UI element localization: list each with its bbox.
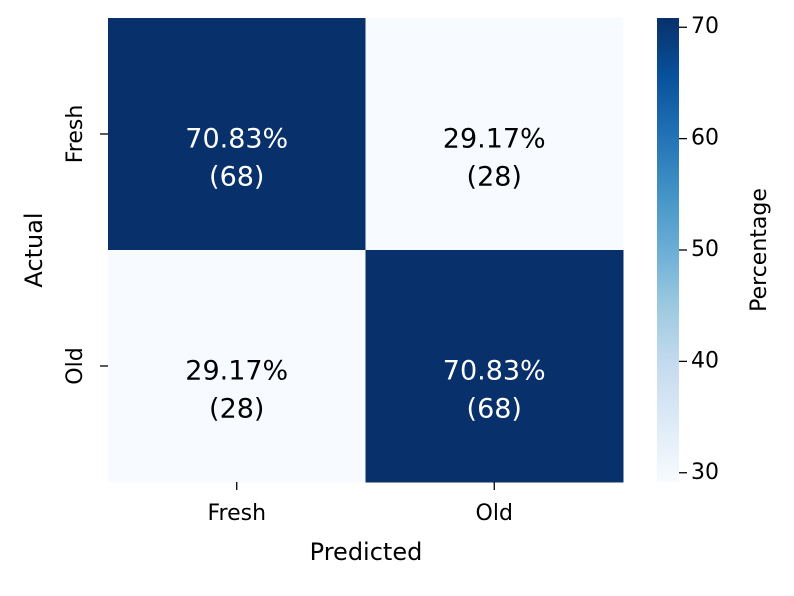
- cell-label: 29.17%: [443, 124, 546, 155]
- cell: [108, 18, 366, 251]
- x-axis-label: Predicted: [310, 538, 423, 566]
- colorbar-tick-label: 50: [691, 237, 719, 262]
- cell-count: (28): [467, 162, 522, 193]
- colorbar-tick-label: 70: [691, 14, 719, 39]
- y-axis-label: Actual: [20, 212, 48, 287]
- cell: [365, 250, 624, 483]
- cell: [108, 250, 366, 483]
- cell: [365, 18, 624, 251]
- colorbar-tick-label: 30: [691, 460, 719, 485]
- colorbar: [657, 18, 679, 482]
- cell-count: (68): [467, 394, 522, 425]
- cell-count: (68): [209, 162, 264, 193]
- colorbar-tick-label: 60: [691, 126, 719, 151]
- colorbar-tick-label: 40: [691, 348, 719, 373]
- cell-label: 70.83%: [185, 124, 288, 155]
- x-tick-label: Fresh: [207, 501, 266, 526]
- cell-label: 29.17%: [185, 356, 288, 387]
- y-tick-label: Fresh: [63, 105, 88, 164]
- colorbar-label: Percentage: [747, 188, 772, 312]
- cell-count: (28): [209, 394, 264, 425]
- x-tick-label: Old: [476, 501, 513, 526]
- y-tick-label: Old: [63, 347, 88, 384]
- cell-label: 70.83%: [443, 356, 546, 387]
